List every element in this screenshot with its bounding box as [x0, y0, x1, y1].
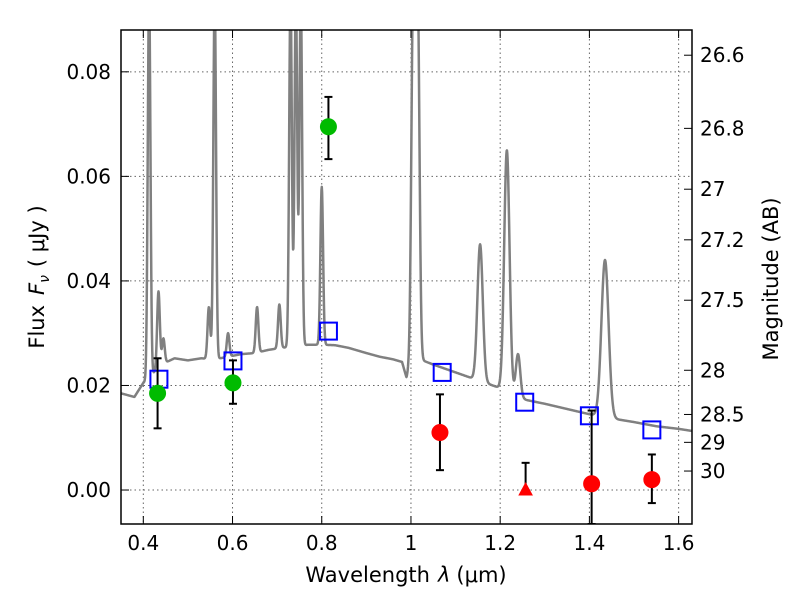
- x-tick-label: 1: [405, 531, 418, 555]
- x-axis-ticks: 0.4 0.6 0.8 1 1.2 1.4 1.6: [127, 30, 695, 555]
- right-axis-ticks: 26.6 26.8 27 27.2 27.5 28 28.5 29 30: [684, 43, 745, 483]
- observed-flux-point: [583, 475, 601, 493]
- x-tick-label: 0.8: [306, 531, 338, 555]
- right-tick-label: 26.8: [700, 116, 745, 140]
- y-axis-ticks: 0.00 0.02 0.04 0.06 0.08: [66, 60, 129, 502]
- model-photometry-square: [515, 392, 535, 412]
- plot-area: [121, 30, 692, 524]
- observed-flux-point: [224, 374, 242, 392]
- x-tick-label: 0.4: [127, 531, 159, 555]
- y-tick-label: 0.06: [66, 164, 111, 188]
- right-tick-label: 29: [700, 430, 725, 454]
- x-tick-label: 0.6: [217, 531, 249, 555]
- observed-flux-point: [643, 471, 661, 489]
- y-tick-label: 0.02: [66, 373, 111, 397]
- upper-limit-triangle: [518, 481, 533, 496]
- right-axis-label: Magnitude (AB): [759, 197, 783, 360]
- right-tick-label: 28: [700, 358, 725, 382]
- spectrum-line: [121, 30, 692, 433]
- right-tick-label: 27: [700, 177, 725, 201]
- y-axis-label: FluxFν( μJy ): [25, 205, 53, 348]
- observed-flux-point: [149, 384, 167, 402]
- y-tick-label: 0.00: [66, 478, 111, 502]
- x-tick-label: 1.2: [484, 531, 516, 555]
- right-tick-label: 28.5: [700, 402, 745, 426]
- data-markers: [149, 95, 662, 524]
- right-tick-label: 26.6: [700, 43, 745, 67]
- model-photometry-square: [432, 362, 452, 382]
- right-tick-label: 27.2: [700, 228, 745, 252]
- model-photometry-square: [579, 406, 599, 426]
- observed-flux-point: [319, 118, 337, 136]
- observed-flux-point: [431, 424, 449, 442]
- right-tick-label: 27.5: [700, 288, 745, 312]
- model-photometry-square: [642, 420, 662, 440]
- y-tick-label: 0.04: [66, 269, 111, 293]
- x-tick-label: 1.6: [663, 531, 695, 555]
- x-tick-label: 1.4: [573, 531, 605, 555]
- x-axis-label: Wavelength λ (μm): [305, 563, 506, 587]
- plot-frame: [120, 29, 693, 525]
- model-photometry-square: [318, 321, 338, 341]
- right-tick-label: 30: [700, 459, 725, 483]
- y-tick-label: 0.08: [66, 60, 111, 84]
